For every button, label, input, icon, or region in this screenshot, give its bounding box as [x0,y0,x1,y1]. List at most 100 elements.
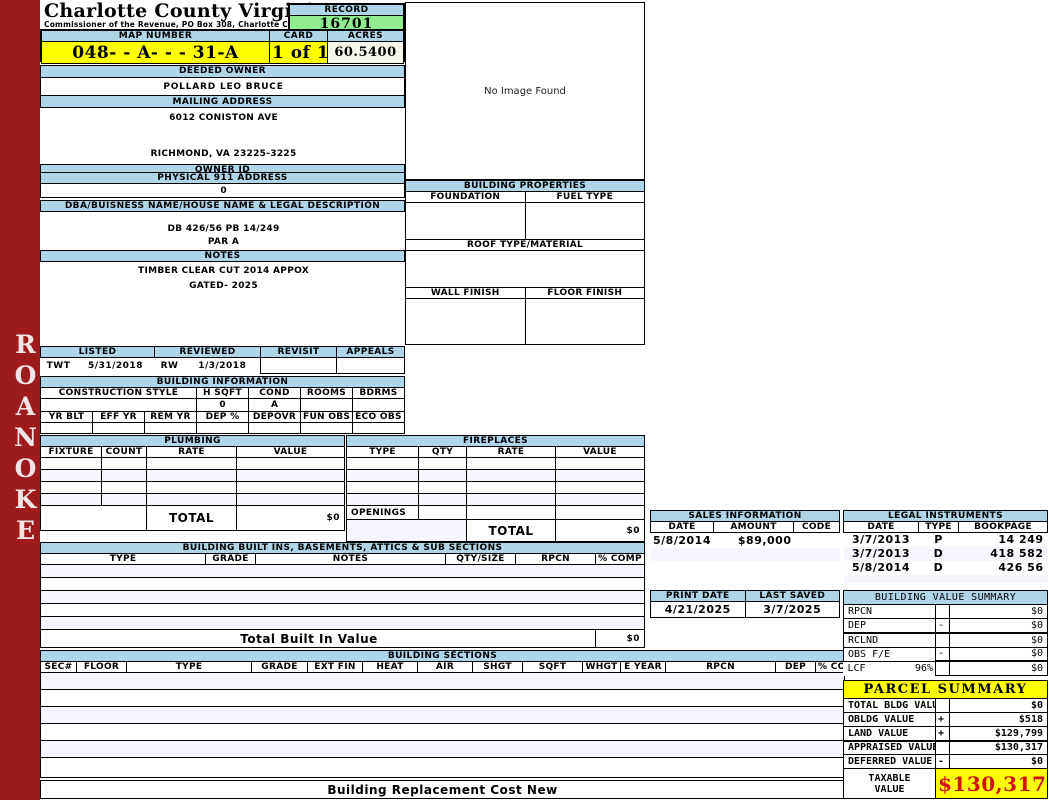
ps-row-4-value: $0 [949,754,1048,769]
mailing-address-label: MAILING ADDRESS [40,95,405,109]
fuel-type-label: FUEL TYPE [524,191,645,203]
built-ins-total-value: $0 [595,629,645,648]
bvs-row-1-label: DEP [843,618,936,634]
li-row-2-bookpage: 426 56 [998,561,1044,574]
table-row [40,469,345,482]
bs-col-eyear: E YEAR [620,661,666,673]
bs-col-extfin: EXT FIN [307,661,363,673]
legal-instruments-title: LEGAL INSTRUMENTS [843,510,1048,522]
last-saved-label: LAST SAVED [744,590,840,602]
revisit-value [260,357,338,374]
record-label: RECORD [289,4,404,16]
fireplaces-title: FIREPLACES [346,435,645,447]
fireplaces-col-value: VALUE [555,446,645,458]
plumbing-col-rate: RATE [146,446,237,458]
record-box: RECORD 16701 [288,3,405,33]
roof-label: ROOF TYPE/MATERIAL [405,239,645,251]
li-row-1-date: 3/7/2013 [843,546,919,561]
table-row [40,564,645,578]
depovr-label: DEPOVR [248,411,301,423]
ps-row-3-label: APPRAISED VALUE [843,739,936,755]
bs-col-heat: HEAT [362,661,418,673]
deppct-label: DEP % [196,411,249,423]
plumbing-col-fixture: FIXTURE [40,446,102,458]
table-row: OBLDG VALUE + $518 [843,712,1048,727]
table-row: RCLND $0 [843,631,1048,648]
table-row [40,723,845,741]
fuel-type-value [524,202,645,240]
li-row-1-bookpage: 418 582 [958,546,1048,561]
table-row [40,481,345,494]
table-row [40,757,845,778]
bvs-row-0-sign [935,604,950,620]
yrblt-label: YR BLT [40,411,93,423]
table-row [40,590,645,604]
effyr-label: EFF YR [92,411,145,423]
table-row [40,672,845,690]
roof-value [405,250,645,288]
table-row [40,603,645,617]
print-date-value: 4/21/2025 [650,601,746,618]
parcel-summary: PARCEL SUMMARY TOTAL BLDG VALUE $0 OBLDG… [843,680,1048,799]
fireplaces-openings-value [418,505,467,520]
fireplaces-openings-label: OPENINGS [346,505,419,520]
plumbing-total-value: $0 [236,505,345,531]
built-ins-col-qtysize: QTY/SIZE [445,553,516,565]
sales-information-title: SALES INFORMATION [650,510,840,522]
bs-col-shgt: SHGT [472,661,523,673]
map-number-value[interactable]: 048- - A- - - 31-A [41,41,270,64]
li-row-0-type: P [934,533,943,547]
last-saved-value: 3/7/2025 [744,601,840,618]
table-row [346,457,645,470]
card-value[interactable]: 1 of 1 [269,41,328,64]
construction-style-value [40,398,197,412]
sales-information-table: SALES INFORMATION DATE AMOUNT CODE 5/8/2… [650,510,840,583]
legal-line-1: DB 426/56 PB 14/249 [167,223,280,234]
built-ins-title: BUILDING BUILT INS, BASEMENTS, ATTICS & … [40,542,645,554]
ecoobs-label: ECO OBS [352,411,405,423]
wall-finish-value [405,298,526,345]
table-row: DEP - $0 [843,618,1048,634]
reviewed-label: REVIEWED [154,346,262,358]
bvs-row-3-label: OBS F/E [843,646,936,662]
locality-banner: ROANOKE [0,0,40,800]
acres-value[interactable]: 60.5400 [327,41,404,64]
bvs-row-0-label: RPCN [843,604,936,620]
table-row [843,574,1048,583]
table-row [40,493,345,506]
map-number-row: MAP NUMBER CARD ACRES 048- - A- - - 31-A… [40,29,405,64]
page-title: Charlotte County Virginia [44,0,327,22]
ps-row-1-value: $518 [949,712,1048,727]
table-row: RPCN $0 [843,604,1048,620]
table-row: 3/7/2013 D 418 582 [843,546,1048,561]
legal-line-2: PAR A [207,236,240,247]
bvs-row-2-sign [935,631,950,648]
deeded-owner-label: DEEDED OWNER [40,65,405,78]
plumbing-total-label: TOTAL [146,505,237,531]
deppct-value [196,422,249,434]
bvs-row-3-value: $0 [949,646,1048,662]
built-ins-col-type: TYPE [40,553,206,565]
fireplaces-total-label: TOTAL [466,519,556,542]
plumbing-col-value: VALUE [236,446,345,458]
rooms-label: ROOMS [300,387,353,399]
li-col-type: TYPE [918,521,959,533]
sales-col-date: DATE [650,521,714,533]
hsqft-value: 0 [196,398,249,412]
built-ins-total-label: Total Built In Value [40,629,596,648]
li-row-1-type: D [918,546,959,561]
page-subtitle: Commissioner of the Revenue, PO Box 308,… [44,20,312,29]
bvs-row-2-value: $0 [949,631,1048,648]
table-row [40,740,845,758]
ps-row-2-sign: + [935,726,950,741]
locality-banner-label: ROANOKE [11,330,40,547]
table-row: LAND VALUE + $129,799 [843,726,1048,741]
reviewed-by: RW [160,360,179,371]
floor-finish-value [524,298,645,345]
ps-row-3-sign [935,739,950,755]
foundation-value [405,202,526,240]
li-row-2-type: D [933,561,944,574]
bs-col-type: TYPE [126,661,252,673]
sales-row-1-code [793,547,840,561]
rooms-value [300,398,353,412]
